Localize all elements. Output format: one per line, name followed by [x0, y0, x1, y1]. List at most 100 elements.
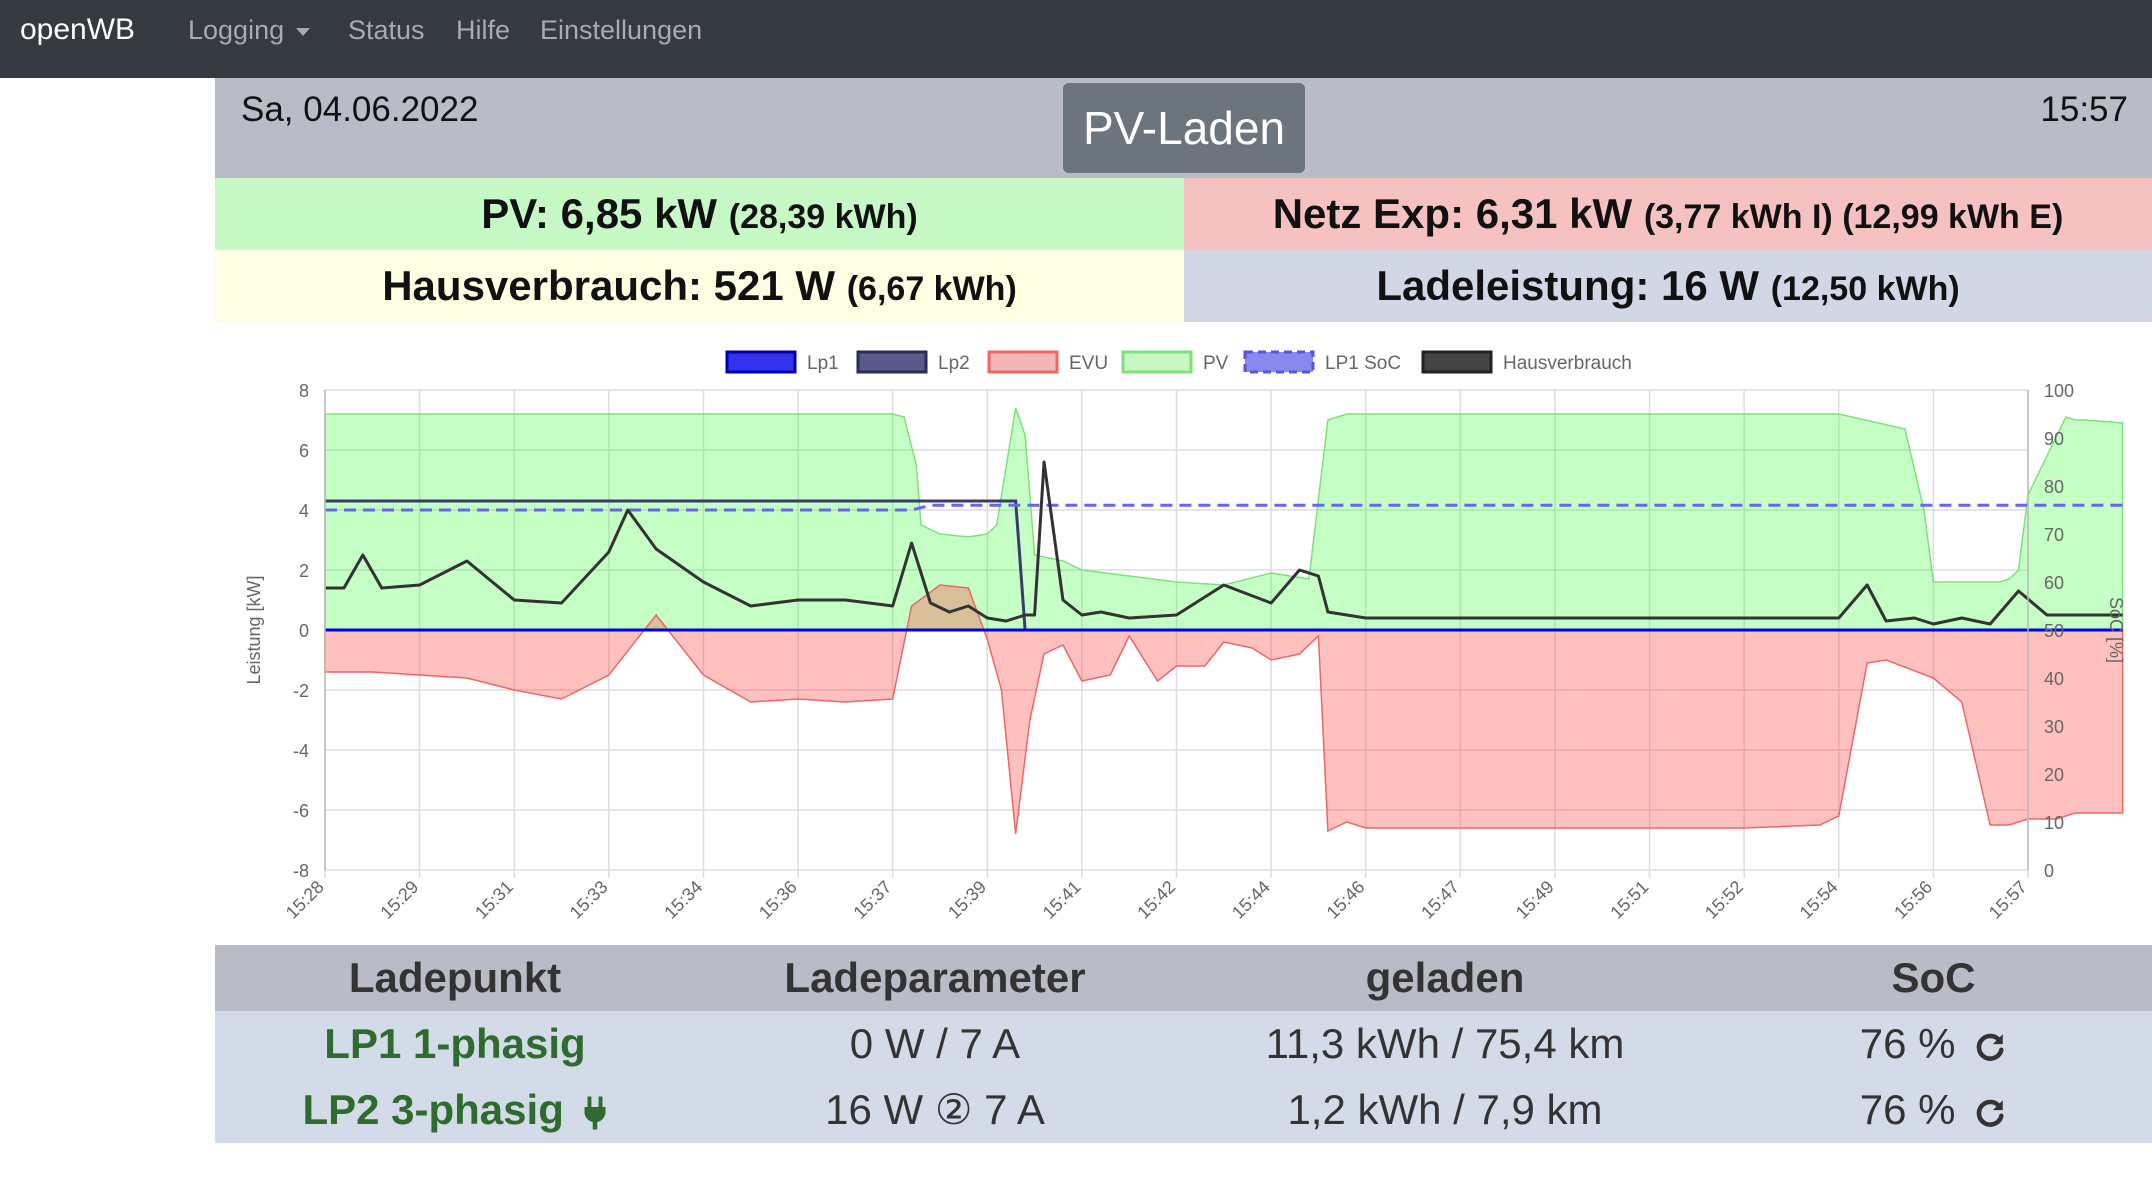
- x-tick-label: 15:29: [376, 877, 422, 923]
- header-ladeparameter: Ladeparameter: [784, 954, 1086, 1001]
- x-tick-label: 15:54: [1796, 877, 1842, 923]
- table-row: LP1 1-phasig 0 W / 7 A 11,3 kWh / 75,4 k…: [215, 1011, 2152, 1077]
- refresh-icon[interactable]: [1973, 1030, 2007, 1064]
- legend-item[interactable]: EVU: [987, 350, 1108, 374]
- house-energy: (6,67 kWh): [846, 270, 1017, 308]
- legend-swatch: [987, 350, 1059, 374]
- y-tick-label: -2: [293, 681, 309, 701]
- pv-tile: PV: 6,85 kW (28,39 kWh): [215, 178, 1184, 250]
- current-time: 15:57: [2040, 90, 2128, 129]
- y2-tick-label: 30: [2044, 717, 2064, 737]
- y-tick-label: -4: [293, 741, 309, 761]
- table-header: Ladepunkt Ladeparameter geladen SoC: [215, 945, 2152, 1011]
- y2-tick-label: 0: [2044, 861, 2054, 881]
- x-tick-label: 15:28: [282, 877, 328, 923]
- legend-item[interactable]: LP1 SoC: [1243, 350, 1401, 374]
- lp1-charged: 11,3 kWh / 75,4 km: [1265, 1020, 1625, 1067]
- lp2-name: LP2 3-phasig: [302, 1086, 564, 1133]
- house-tile: Hausverbrauch: 521 W (6,67 kWh): [215, 250, 1184, 322]
- refresh-icon[interactable]: [1973, 1096, 2007, 1130]
- pv-energy: (28,39 kWh): [728, 198, 918, 236]
- house-line: [325, 460, 2123, 626]
- legend-label: PV: [1203, 353, 1229, 374]
- navbar: openWB Logging Status Hilfe Einstellunge…: [0, 0, 2152, 78]
- legend-swatch: [856, 350, 928, 374]
- x-tick-label: 15:52: [1701, 877, 1747, 923]
- legend-swatch: [1121, 350, 1193, 374]
- y-tick-label: -6: [293, 801, 309, 821]
- x-tick-label: 15:37: [850, 877, 896, 923]
- chart-legend: Lp1 Lp2 EVU PV LP1 SoC Hausverbrauch: [725, 350, 1632, 374]
- y-axis-label: Leistung [kW]: [244, 575, 264, 684]
- y-tick-label: 4: [299, 501, 309, 521]
- legend-swatch: [725, 350, 797, 374]
- x-tick-label: 15:49: [1512, 877, 1558, 923]
- x-tick-label: 15:47: [1417, 877, 1463, 923]
- y2-tick-label: 60: [2044, 573, 2064, 593]
- y2-tick-label: 20: [2044, 765, 2064, 785]
- y2-tick-label: 50: [2044, 621, 2064, 641]
- x-tick-label: 15:56: [1890, 877, 1936, 923]
- legend-label: Lp2: [938, 353, 970, 374]
- status-header: Sa, 04.06.2022 PV-Laden 15:57: [215, 78, 2152, 178]
- y2-tick-label: 90: [2044, 429, 2064, 449]
- house-power: Hausverbrauch: 521 W: [382, 262, 836, 309]
- y-tick-label: -8: [293, 861, 309, 881]
- grid-tile: Netz Exp: 6,31 kW (3,77 kWh I) (12,99 kW…: [1184, 178, 2152, 250]
- header-ladepunkt: Ladepunkt: [348, 954, 562, 1001]
- legend-item[interactable]: Lp2: [856, 350, 970, 374]
- current-date: Sa, 04.06.2022: [241, 90, 479, 129]
- y-tick-label: 2: [299, 561, 309, 581]
- nav-status[interactable]: Status: [348, 15, 425, 45]
- brand-link[interactable]: openWB: [20, 13, 136, 46]
- y-tick-label: 8: [299, 381, 309, 401]
- x-tick-label: 15:44: [1228, 877, 1274, 923]
- legend-item[interactable]: PV: [1121, 350, 1229, 374]
- evu-area: [324, 584, 2124, 835]
- power-chart[interactable]: Lp1 Lp2 EVU PV LP1 SoC Hausverbrauch 86420-2-…: [215, 340, 2152, 940]
- legend-item[interactable]: Hausverbrauch: [1421, 350, 1632, 374]
- lp1-soc-line: [325, 503, 2123, 512]
- x-tick-label: 15:46: [1323, 877, 1369, 923]
- nav-logging-dropdown[interactable]: Logging: [188, 15, 311, 46]
- header-geladen: geladen: [1365, 954, 1525, 1001]
- y-tick-label: 0: [299, 621, 309, 641]
- x-tick-label: 15:33: [566, 877, 612, 923]
- nav-hilfe[interactable]: Hilfe: [456, 15, 511, 45]
- x-tick-label: 15:41: [1039, 877, 1085, 923]
- lp1-name[interactable]: LP1 1-phasig: [324, 1020, 586, 1067]
- y2-tick-label: 80: [2044, 477, 2064, 497]
- pv-area: [324, 407, 2124, 631]
- nav-einstellungen[interactable]: Einstellungen: [540, 15, 703, 45]
- table-row: LP2 3-phasig 16 W ② 7 A 1,2 kWh / 7,9 km…: [215, 1077, 2152, 1143]
- legend-label: Lp1: [807, 353, 839, 374]
- x-tick-label: 15:36: [755, 877, 801, 923]
- lp2-soc-cell: 76 %: [1715, 1077, 2152, 1143]
- lp2-params[interactable]: 16 W ② 7 A: [825, 1086, 1045, 1133]
- lp1-soc: 76 %: [1859, 1020, 1956, 1067]
- legend-swatch: [1421, 350, 1493, 374]
- header-soc: SoC: [1891, 954, 1976, 1001]
- charge-power: Ladeleistung: 16 W: [1376, 262, 1760, 309]
- lp2-name-cell[interactable]: LP2 3-phasig: [215, 1077, 695, 1143]
- x-tick-label: 15:34: [660, 877, 706, 923]
- chart-areas: [324, 407, 2124, 835]
- y-tick-label: 6: [299, 441, 309, 461]
- plug-icon: [584, 1096, 606, 1130]
- x-tick-label: 15:31: [471, 877, 517, 923]
- grid-energy: (3,77 kWh I) (12,99 kWh E): [1643, 198, 2064, 236]
- lp2-soc: 76 %: [1859, 1086, 1956, 1133]
- legend-item[interactable]: Lp1: [725, 350, 839, 374]
- nav-logging-label: Logging: [188, 15, 285, 45]
- x-tick-label: 15:42: [1133, 877, 1179, 923]
- charge-point-table: Ladepunkt Ladeparameter geladen SoC LP1 …: [215, 945, 2152, 1143]
- pv-power: PV: 6,85 kW: [481, 190, 718, 237]
- y2-tick-label: 100: [2044, 381, 2074, 401]
- lp1-params[interactable]: 0 W / 7 A: [849, 1020, 1021, 1067]
- legend-label: LP1 SoC: [1325, 353, 1401, 374]
- y2-tick-label: 70: [2044, 525, 2064, 545]
- lp2-charged: 1,2 kWh / 7,9 km: [1287, 1086, 1603, 1133]
- legend-label: EVU: [1069, 353, 1108, 374]
- x-tick-label: 15:57: [1985, 877, 2031, 923]
- charge-mode-button[interactable]: PV-Laden: [1063, 83, 1305, 173]
